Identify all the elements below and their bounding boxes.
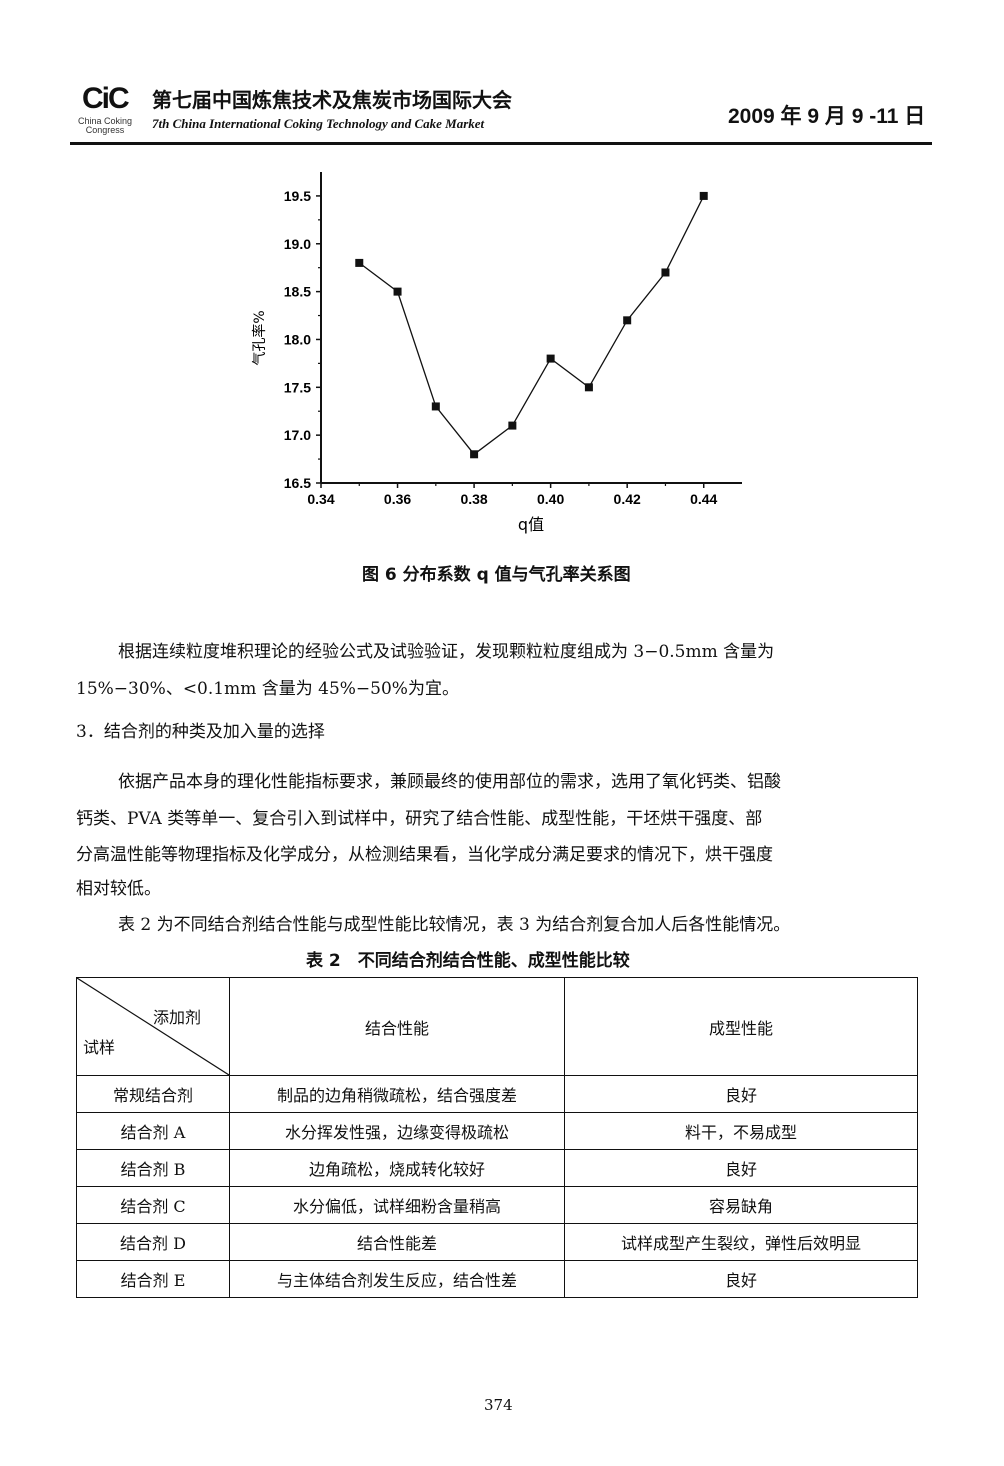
figure-caption: 图 6 分布系数 q 值与气孔率关系图 — [362, 565, 631, 585]
conference-date: 2009 年 9 月 9 -11 日 — [728, 105, 926, 128]
sample-cell: 常规结合剂 — [76, 1075, 230, 1113]
y-tick-label: 18.0 — [284, 331, 311, 347]
binding-cell: 边角疏松，烧成转化较好 — [229, 1149, 565, 1187]
page-number: 374 — [484, 1396, 513, 1414]
corner-header-top: 添加剂 — [153, 1008, 202, 1027]
binding-cell: 水分偏低，试样细粉含量稍高 — [229, 1186, 565, 1224]
sample-cell: 结合剂 B — [76, 1149, 230, 1187]
sample-cell: 结合剂 D — [76, 1223, 230, 1261]
table-header-row: 添加剂 试样 结合性能 成型性能 — [76, 977, 918, 1076]
data-point — [393, 287, 402, 296]
table-row: 结合剂 E 与主体结合剂发生反应，结合性差 良好 — [76, 1260, 918, 1298]
binder-comparison-table: 添加剂 试样 结合性能 成型性能 常规结合剂 制品的边角稍微疏松，结合强度差 良好 … — [76, 977, 918, 1298]
conference-title-en: 7th China International Coking Technolog… — [152, 116, 485, 131]
data-point — [508, 421, 517, 430]
x-tick-label: 0.34 — [307, 491, 334, 507]
x-tick-label: 0.36 — [384, 491, 411, 507]
paragraph-2-line-4: 相对较低。 — [76, 879, 161, 899]
forming-cell: 容易缺角 — [564, 1186, 918, 1224]
data-point — [431, 402, 440, 411]
column-header-forming: 成型性能 — [564, 977, 918, 1076]
forming-cell: 良好 — [564, 1075, 918, 1113]
section-heading: 3．结合剂的种类及加入量的选择 — [76, 722, 325, 742]
sample-cell: 结合剂 E — [76, 1260, 230, 1298]
y-tick-label: 17.0 — [284, 427, 311, 443]
sample-cell: 结合剂 A — [76, 1112, 230, 1150]
data-point — [546, 354, 555, 363]
binding-cell: 水分挥发性强，边缘变得极疏松 — [229, 1112, 565, 1150]
data-point — [699, 191, 708, 200]
forming-cell: 料干，不易成型 — [564, 1112, 918, 1150]
y-tick-label: 17.5 — [284, 379, 311, 395]
binding-cell: 制品的边角稍微疏松，结合强度差 — [229, 1075, 565, 1113]
column-header-binding: 结合性能 — [229, 977, 565, 1076]
y-tick-label: 19.5 — [284, 188, 311, 204]
paragraph-2-line-3: 分高温性能等物理指标及化学成分，从检测结果看，当化学成分满足要求的情况下，烘干强… — [76, 845, 773, 865]
x-tick-label: 0.44 — [690, 491, 717, 507]
data-point — [584, 383, 593, 392]
header-rule — [70, 142, 932, 145]
sample-cell: 结合剂 C — [76, 1186, 230, 1224]
series-line — [358, 195, 705, 456]
paragraph-1-line-2: 15%−30%、<0.1mm 含量为 45%−50%为宜。 — [76, 679, 459, 699]
porosity-line-chart: 气孔率% q值 0.34 0.36 0.38 0.40 0.42 0.44 16.5 17.0… — [251, 172, 742, 534]
table-row: 结合剂 D 结合性能差 试样成型产生裂纹，弹性后效明显 — [76, 1223, 918, 1261]
x-tick-label: 0.38 — [460, 491, 487, 507]
diagonal-line — [77, 978, 229, 1075]
x-tick-label: 0.42 — [614, 491, 641, 507]
logo-subtitle: China Coking Congress — [77, 116, 133, 135]
table-row: 结合剂 B 边角疏松，烧成转化较好 良好 — [76, 1149, 918, 1187]
paragraph-3: 表 2 为不同结合剂结合性能与成型性能比较情况，表 3 为结合剂复合加人后各性能… — [118, 915, 791, 935]
binding-cell: 与主体结合剂发生反应，结合性差 — [229, 1260, 565, 1298]
forming-cell: 试样成型产生裂纹，弹性后效明显 — [564, 1223, 918, 1261]
table-row: 常规结合剂 制品的边角稍微疏松，结合强度差 良好 — [76, 1075, 918, 1113]
binding-cell: 结合性能差 — [229, 1223, 565, 1261]
corner-header-cell: 添加剂 试样 — [76, 977, 230, 1076]
data-point — [623, 316, 632, 325]
x-axis-label: q值 — [518, 515, 544, 534]
forming-cell: 良好 — [564, 1149, 918, 1187]
y-tick-label: 19.0 — [284, 236, 311, 252]
x-tick-label: 0.40 — [537, 491, 564, 507]
data-point — [470, 450, 479, 459]
conference-title-cn: 第七届中国炼焦技术及焦炭市场国际大会 — [152, 88, 512, 112]
paragraph-2-line-1: 依据产品本身的理化性能指标要求，兼顾最终的使用部位的需求，选用了氧化钙类、铝酸 — [118, 772, 781, 792]
corner-header-bottom: 试样 — [83, 1038, 116, 1057]
forming-cell: 良好 — [564, 1260, 918, 1298]
y-axis-label: 气孔率% — [251, 310, 268, 365]
paragraph-2-line-2: 钙类、PVA 类等单一、复合引入到试样中，研究了结合性能、成型性能，干坯烘干强度… — [76, 809, 763, 829]
table-row: 结合剂 C 水分偏低，试样细粉含量稍高 容易缺角 — [76, 1186, 918, 1224]
data-point — [355, 258, 364, 267]
y-tick-label: 16.5 — [284, 475, 311, 491]
table-row: 结合剂 A 水分挥发性强，边缘变得极疏松 料干，不易成型 — [76, 1112, 918, 1150]
congress-logo: CiC — [82, 82, 130, 115]
data-point — [661, 268, 670, 277]
table-caption: 表 2 不同结合剂结合性能、成型性能比较 — [306, 951, 630, 971]
y-tick-label: 18.5 — [284, 284, 311, 300]
paragraph-1-line-1: 根据连续粒度堆积理论的经验公式及试验验证，发现颗粒粒度组成为 3−0.5mm 含… — [118, 642, 775, 662]
